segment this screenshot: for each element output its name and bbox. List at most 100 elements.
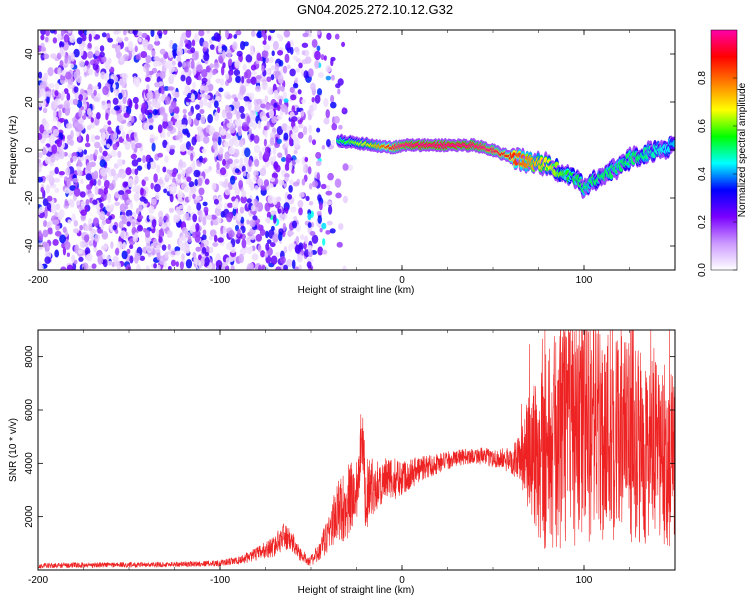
heatmap-cell [154,81,161,88]
heatmap-cell [316,45,321,52]
heatmap-cell [73,220,79,227]
heatmap-cell [275,251,281,258]
heatmap-cell [209,246,214,254]
heatmap-cell [265,103,270,111]
heatmap-cell [126,221,131,227]
heatmap-cell [297,131,304,139]
heatmap-cell [292,181,300,187]
heatmap-cell [255,85,262,92]
heatmap-cell [204,256,210,267]
heatmap-cell [287,230,295,236]
heatmap-cell [87,42,92,49]
heatmap-cell [225,73,230,80]
heatmap-cell [66,134,72,141]
heatmap-cell [121,250,128,260]
spectrogram-noise-blobs [38,30,353,270]
y-tick-label: 40 [24,48,35,60]
heatmap-cell [75,131,80,137]
heatmap-cell [263,44,271,51]
heatmap-cell [261,65,265,72]
heatmap-cell [73,86,79,93]
heatmap-cell [259,228,266,236]
heatmap-cell [59,234,66,244]
heatmap-cell [40,186,44,193]
heatmap-cell [266,239,272,244]
heatmap-cell [121,73,126,78]
heatmap-cell [54,90,59,97]
heatmap-cell [277,104,281,112]
heatmap-cell [147,100,152,107]
heatmap-cell [171,100,177,109]
heatmap-cell [64,54,68,64]
heatmap-cell [59,60,64,67]
heatmap-cell [308,200,314,206]
heatmap-cell [130,153,138,160]
heatmap-cell [63,99,70,110]
snr-x-ticks: -200 -100 0 100 [28,330,676,586]
heatmap-cell [113,89,118,96]
heatmap-cell [173,113,180,120]
heatmap-cell [38,264,44,270]
heatmap-cell [61,90,66,99]
heatmap-cell [54,230,62,237]
heatmap-cell [221,109,227,119]
heatmap-cell [150,30,155,38]
heatmap-cell [188,69,192,77]
x-tick-label: -200 [28,575,48,586]
heatmap-cell [290,133,297,139]
heatmap-cell [107,103,111,109]
heatmap-cell [286,64,291,70]
heatmap-cell [203,85,209,92]
heatmap-cell [257,244,262,253]
heatmap-cell [230,246,237,254]
heatmap-cell [229,175,236,185]
heatmap-cell [134,168,139,176]
heatmap-cell [325,64,332,73]
heatmap-cell [194,34,198,40]
heatmap-cell [79,224,84,231]
heatmap-cell [67,30,72,34]
heatmap-cell [80,200,86,208]
heatmap-cell [254,206,259,212]
heatmap-cell [78,30,83,36]
heatmap-cell [149,137,155,144]
heatmap-cell [192,160,196,170]
spectrogram-x-axis-label: Height of straight line (km) [298,285,415,296]
heatmap-cell [78,60,85,68]
heatmap-cell [97,188,104,195]
heatmap-cell [292,82,299,89]
heatmap-cell [169,144,176,150]
heatmap-cell [291,116,298,122]
heatmap-cell [232,200,239,210]
heatmap-cell [103,72,110,81]
heatmap-cell [272,154,277,163]
heatmap-cell [179,144,186,153]
heatmap-cell [66,264,74,270]
heatmap-cell [296,254,304,263]
heatmap-cell [103,243,108,249]
heatmap-cell [107,57,112,65]
heatmap-cell [311,180,319,188]
heatmap-cell [119,55,124,63]
heatmap-cell [63,88,69,95]
heatmap-cell [158,210,164,219]
heatmap-cell [105,64,111,70]
heatmap-cell [125,105,132,115]
heatmap-cell [272,233,279,243]
heatmap-cell [150,198,157,206]
heatmap-cell [158,236,163,243]
heatmap-cell [311,139,317,146]
heatmap-cell [225,133,232,139]
heatmap-cell [159,227,164,238]
heatmap-cell [264,130,268,138]
heatmap-cell [170,182,177,192]
heatmap-cell [47,230,53,235]
heatmap-cell [323,117,330,125]
heatmap-cell [139,255,146,261]
heatmap-cell [258,151,263,161]
heatmap-cell [78,108,83,118]
heatmap-cell [38,208,41,215]
heatmap-cell [136,165,143,171]
heatmap-cell [207,113,213,124]
